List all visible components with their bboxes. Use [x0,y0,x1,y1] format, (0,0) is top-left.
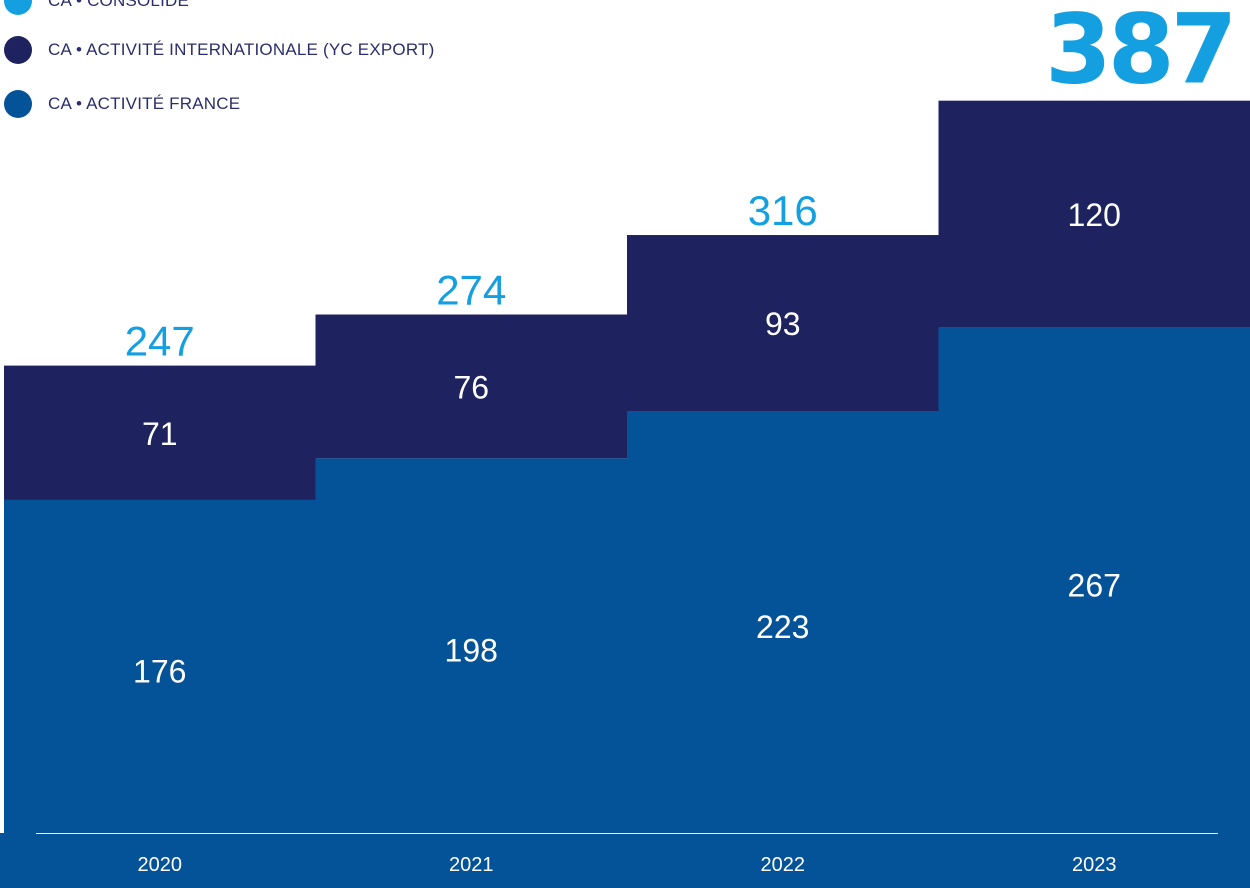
bar-france-2022 [627,411,939,833]
bar-international-2022 [627,235,939,412]
data-label-france-2022: 223 [756,609,809,645]
bar-international-2023 [938,100,1250,328]
data-label-international-2021: 76 [453,369,489,405]
legend-label-france: CA • ACTIVITÉ FRANCE [48,94,241,113]
legend-label-consolide: CA • CONSOLIDÉ [48,0,190,10]
bar-france-2023 [938,327,1250,833]
legend-item-consolide: CA • CONSOLIDÉ [4,0,189,16]
legend-label-international: CA • ACTIVITÉ INTERNATIONALE (YC EXPORT) [48,40,435,59]
data-label-france-2020: 176 [133,653,186,689]
bar-france-2020 [4,499,316,833]
x-tick-label-2021: 2021 [449,854,494,876]
data-label-france-2021: 198 [445,633,498,669]
data-label-international-2020: 71 [142,416,178,452]
x-tick-label-2022: 2022 [761,854,806,876]
total-label-2023: 387 [1045,0,1233,106]
data-label-france-2023: 267 [1068,567,1121,603]
x-tick-label-2023: 2023 [1072,854,1117,876]
bar-france-2021 [315,458,628,833]
legend-item-international: CA • ACTIVITÉ INTERNATIONALE (YC EXPORT) [4,35,434,65]
legend: CA • CONSOLIDÉ CA • ACTIVITÉ INTERNATION… [4,0,604,130]
total-label-2022: 316 [748,187,818,234]
total-label-2020: 247 [125,318,195,365]
bar-international-2020 [4,365,316,500]
x-axis-band [0,833,1250,888]
data-label-international-2022: 93 [765,306,801,342]
data-label-international-2023: 120 [1068,197,1121,233]
x-tick-label-2020: 2020 [138,854,183,876]
legend-item-france: CA • ACTIVITÉ FRANCE [4,89,240,119]
bar-international-2021 [315,314,628,459]
legend-swatch-international [4,36,32,64]
legend-swatch-france [4,90,32,118]
total-label-2021: 274 [436,267,506,314]
legend-swatch-consolide [4,0,32,15]
